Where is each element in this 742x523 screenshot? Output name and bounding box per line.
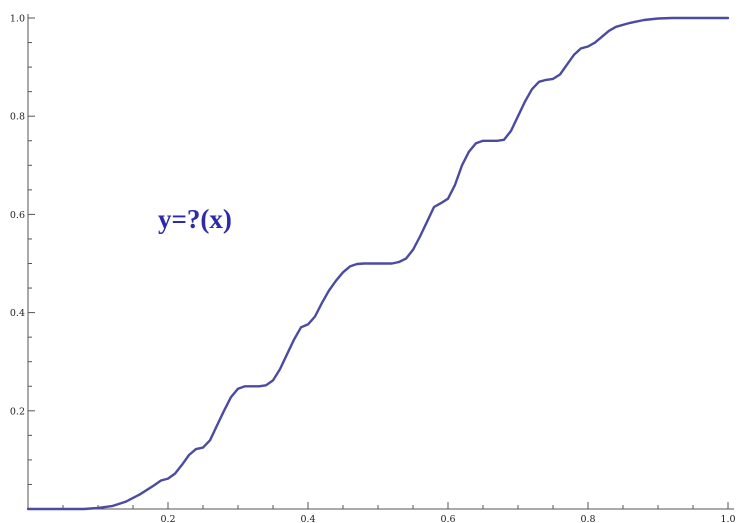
y-tick-label: 0.4 — [10, 308, 25, 319]
series-line — [26, 16, 730, 511]
x-tick-label: 0.2 — [160, 514, 175, 523]
y-tick-label: 0.2 — [10, 406, 25, 417]
y-tick-label: 0.6 — [10, 210, 25, 221]
series-layer — [26, 16, 730, 511]
function-annotation: y=?(x) — [158, 204, 232, 234]
y-tick-label: 0.8 — [10, 112, 25, 123]
y-axis: 0.2 0.4 0.6 0.8 1.0 — [10, 14, 35, 509]
x-tick-label: 0.6 — [440, 514, 455, 523]
x-axis: 0.2 0.4 0.6 0.8 1.0 — [28, 502, 736, 523]
x-tick-label: 0.8 — [580, 514, 595, 523]
x-tick-label: 0.4 — [300, 514, 315, 523]
y-tick-label: 1.0 — [10, 14, 25, 25]
x-tick-label: 1.0 — [720, 514, 735, 523]
